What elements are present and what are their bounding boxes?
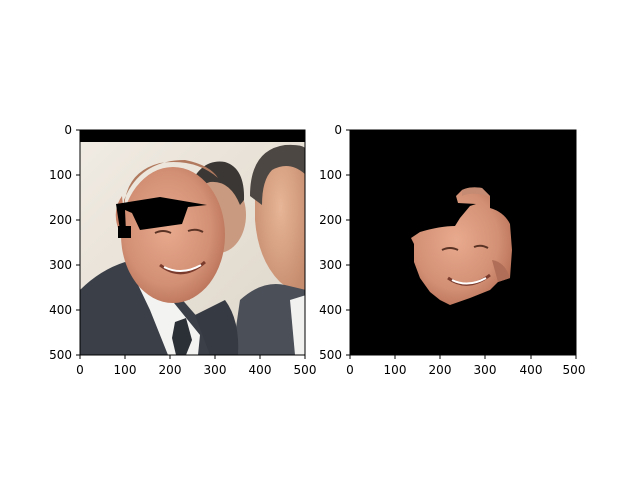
right-xtick-label: 300 [474,363,497,377]
left-xtick-label: 100 [114,363,137,377]
right-xtick-label: 200 [429,363,452,377]
left-x-tick-labels: 0 100 200 300 400 500 [76,363,316,377]
left-ytick-label: 500 [49,348,72,362]
right-panel: 0 100 200 300 400 500 0 100 200 300 400 … [319,123,585,377]
left-xtick-label: 400 [249,363,272,377]
left-xtick-label: 0 [76,363,84,377]
right-x-ticks [349,355,577,359]
right-xtick-label: 500 [563,363,586,377]
right-ytick-label: 500 [319,348,342,362]
left-ytick-label: 400 [49,303,72,317]
right-ytick-label: 200 [319,213,342,227]
right-ytick-label: 0 [334,123,342,137]
right-y-ticks [346,129,350,356]
left-axes-frame [79,129,306,356]
left-ytick-label: 100 [49,168,72,182]
right-xtick-label: 100 [384,363,407,377]
left-x-ticks [79,355,306,359]
right-y-tick-labels: 0 100 200 300 400 500 [319,123,342,362]
left-y-tick-labels: 0 100 200 300 400 500 [49,123,72,362]
right-ytick-label: 400 [319,303,342,317]
left-panel: 0 100 200 300 400 500 0 100 200 300 400 … [49,123,316,377]
left-xtick-label: 500 [294,363,317,377]
right-x-tick-labels: 0 100 200 300 400 500 [346,363,585,377]
left-y-ticks [76,129,80,356]
left-xtick-label: 300 [204,363,227,377]
left-xtick-label: 200 [159,363,182,377]
left-ytick-label: 0 [64,123,72,137]
right-photo [350,130,576,355]
left-ytick-label: 300 [49,258,72,272]
left-photo [80,130,305,355]
left-ytick-label: 200 [49,213,72,227]
right-xtick-label: 0 [346,363,354,377]
right-ytick-label: 300 [319,258,342,272]
right-xtick-label: 400 [520,363,543,377]
right-axes-frame [349,129,577,356]
right-ytick-label: 100 [319,168,342,182]
